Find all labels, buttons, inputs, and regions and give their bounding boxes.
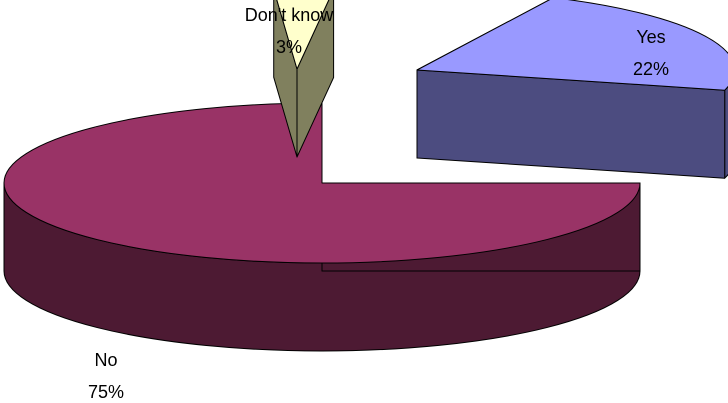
pie-slices [3, 0, 728, 352]
slice-label-yes-value: 22% [633, 59, 669, 79]
slice-label-yes: Yes 22% [633, 27, 669, 79]
slice-label-dont-know: Don't know 3% [245, 5, 334, 57]
pie-slice-don-t-know-top [276, 0, 330, 70]
pie-slice-no-top [3, 102, 641, 264]
slice-label-dont-know-name: Don't know [245, 5, 334, 25]
slice-label-dont-know-value: 3% [276, 37, 302, 57]
pie-slice-yes-top [416, 0, 728, 91]
slice-label-no-name: No [94, 350, 117, 370]
slice-label-no: No 75% [88, 350, 124, 402]
slice-label-no-value: 75% [88, 382, 124, 402]
slice-label-yes-name: Yes [636, 27, 665, 47]
